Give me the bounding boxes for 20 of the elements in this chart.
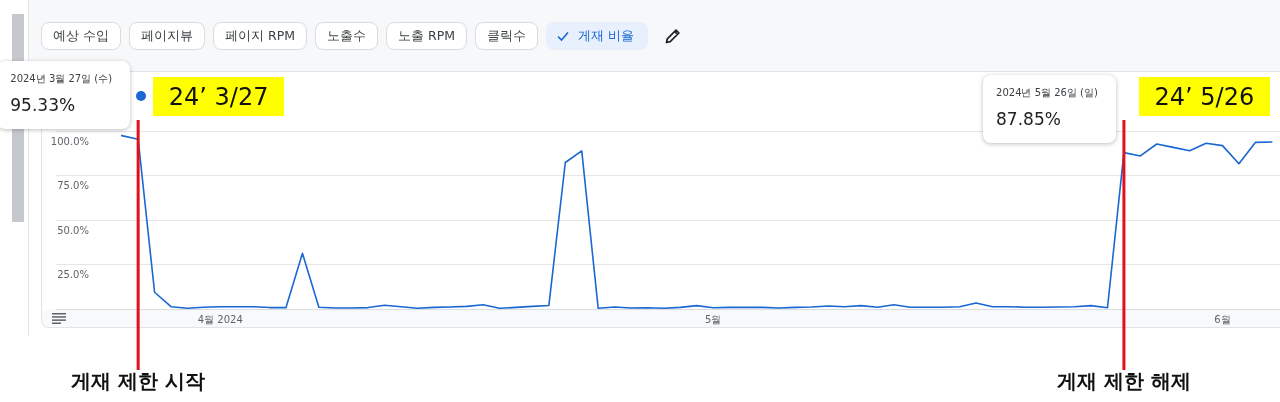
text: 클릭수 [486, 27, 526, 45]
text: 예상 수입 [53, 27, 109, 45]
tooltip: 2024년 3월 27일 (수) 95.33% [0, 61, 131, 130]
text: 페이지뷰 [140, 27, 193, 45]
legend-label: 게재 비율 [577, 27, 634, 45]
y-tick-label: 25.0% [57, 269, 89, 280]
tooltip: 2024년 5월 26일 (일) 87.85% [983, 74, 1116, 143]
y-tick-label: 75.0% [57, 180, 89, 191]
text: 노출 RPM [397, 27, 455, 45]
text: 노출수 [326, 27, 366, 45]
x-tick-label: 4월 2024 [197, 313, 243, 325]
ref-line-label: 게재 제한 시작 [71, 369, 206, 393]
x-tick-label: 5월 [704, 313, 722, 325]
text: 페이지 RPM [224, 27, 295, 45]
text: 24’ 5/26 [1154, 82, 1255, 111]
text: 24’ 3/27 [168, 82, 269, 111]
ref-line-label: 게재 제한 해제 [1056, 369, 1191, 393]
x-tick-label: 6월 [1214, 313, 1231, 325]
y-tick-label: 50.0% [57, 224, 89, 236]
y-tick-label: 100.0% [50, 135, 89, 147]
